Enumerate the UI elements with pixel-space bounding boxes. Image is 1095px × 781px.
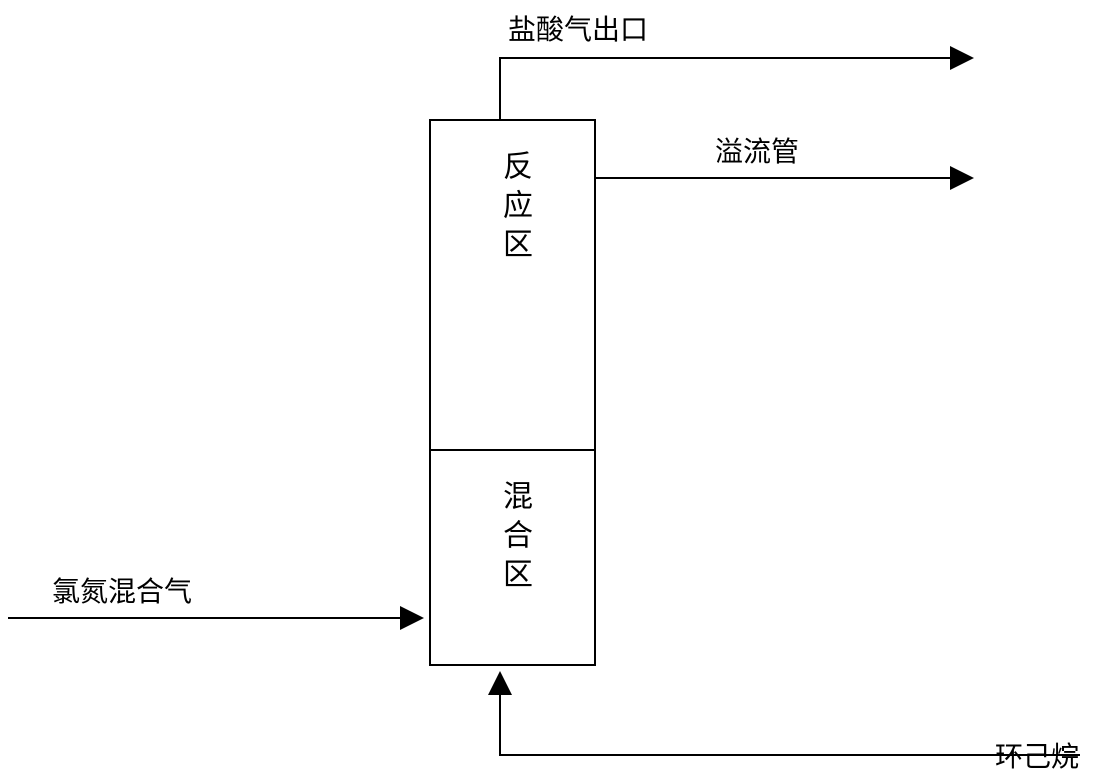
label-hcl-outlet: 盐酸气出口 (508, 8, 648, 48)
arrow-hcl-out (500, 58, 970, 120)
diagram-canvas (0, 0, 1095, 781)
arrow-cyclohexane-in (500, 675, 1080, 755)
label-cln-gas: 氯氮混合气 (52, 570, 192, 610)
label-reaction-zone: 反应区 (492, 150, 536, 267)
label-cyclohexane: 环己烷 (995, 735, 1079, 775)
label-mixing-zone: 混合区 (492, 480, 536, 597)
label-overflow: 溢流管 (715, 130, 799, 170)
